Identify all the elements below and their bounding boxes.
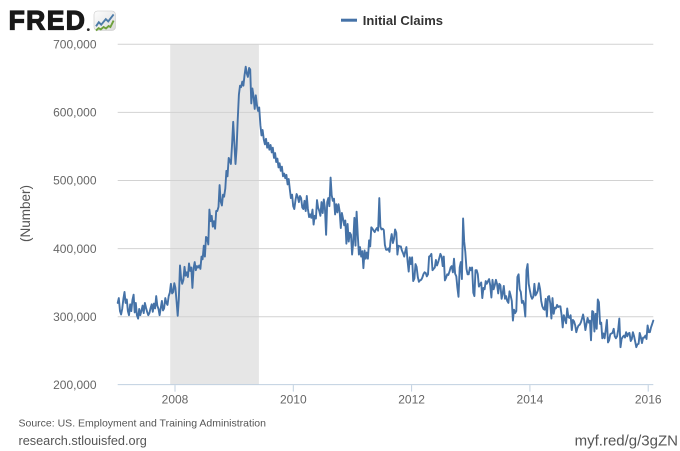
svg-text:myf.red/g/3gZN: myf.red/g/3gZN [575, 433, 678, 450]
svg-text:(Number): (Number) [18, 185, 33, 242]
svg-text:2012: 2012 [398, 393, 425, 407]
svg-text:700,000: 700,000 [53, 37, 97, 51]
svg-text:300,000: 300,000 [53, 310, 97, 324]
svg-text:400,000: 400,000 [53, 242, 97, 256]
svg-text:Source: US. Employment and Tra: Source: US. Employment and Training Admi… [19, 417, 267, 429]
svg-text:500,000: 500,000 [53, 174, 97, 188]
svg-text:200,000: 200,000 [53, 378, 97, 392]
svg-text:2010: 2010 [280, 393, 307, 407]
svg-text:2016: 2016 [635, 393, 662, 407]
svg-text:600,000: 600,000 [53, 106, 97, 120]
svg-text:FRED: FRED [9, 6, 87, 36]
svg-text:research.stlouisfed.org: research.stlouisfed.org [19, 434, 147, 448]
svg-text:Initial Claims: Initial Claims [363, 13, 443, 28]
svg-text:2014: 2014 [517, 393, 544, 407]
svg-text:2008: 2008 [162, 393, 189, 407]
